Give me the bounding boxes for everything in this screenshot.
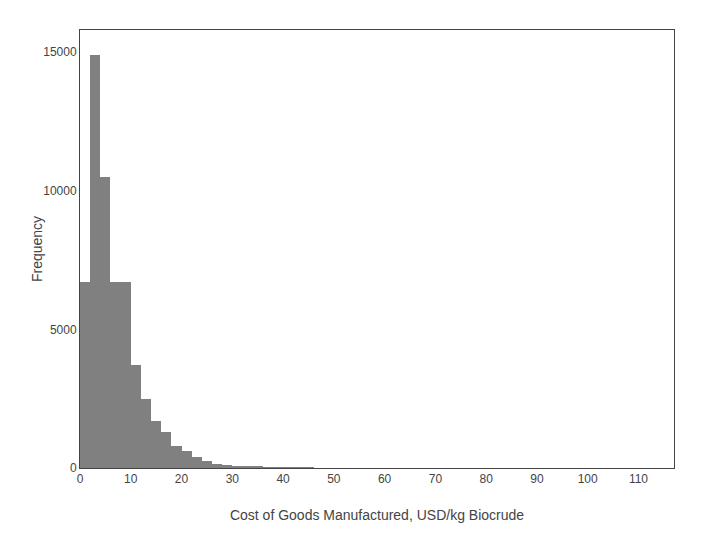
svg-text:20: 20 [175, 472, 189, 486]
svg-text:5000: 5000 [50, 323, 77, 337]
svg-text:50: 50 [327, 472, 341, 486]
svg-text:90: 90 [530, 472, 544, 486]
svg-text:Cost of Goods Manufactured, US: Cost of Goods Manufactured, USD/kg Biocr… [230, 507, 524, 523]
svg-text:110: 110 [629, 472, 648, 486]
svg-text:Frequency: Frequency [29, 216, 45, 282]
svg-text:40: 40 [276, 472, 290, 486]
svg-text:0: 0 [77, 472, 84, 486]
svg-text:0: 0 [70, 461, 77, 475]
svg-text:70: 70 [429, 472, 443, 486]
svg-text:15000: 15000 [43, 45, 77, 59]
svg-text:10: 10 [124, 472, 138, 486]
svg-text:60: 60 [378, 472, 392, 486]
svg-text:80: 80 [479, 472, 493, 486]
svg-text:30: 30 [226, 472, 240, 486]
svg-text:100: 100 [578, 472, 598, 486]
svg-text:10000: 10000 [43, 184, 77, 198]
